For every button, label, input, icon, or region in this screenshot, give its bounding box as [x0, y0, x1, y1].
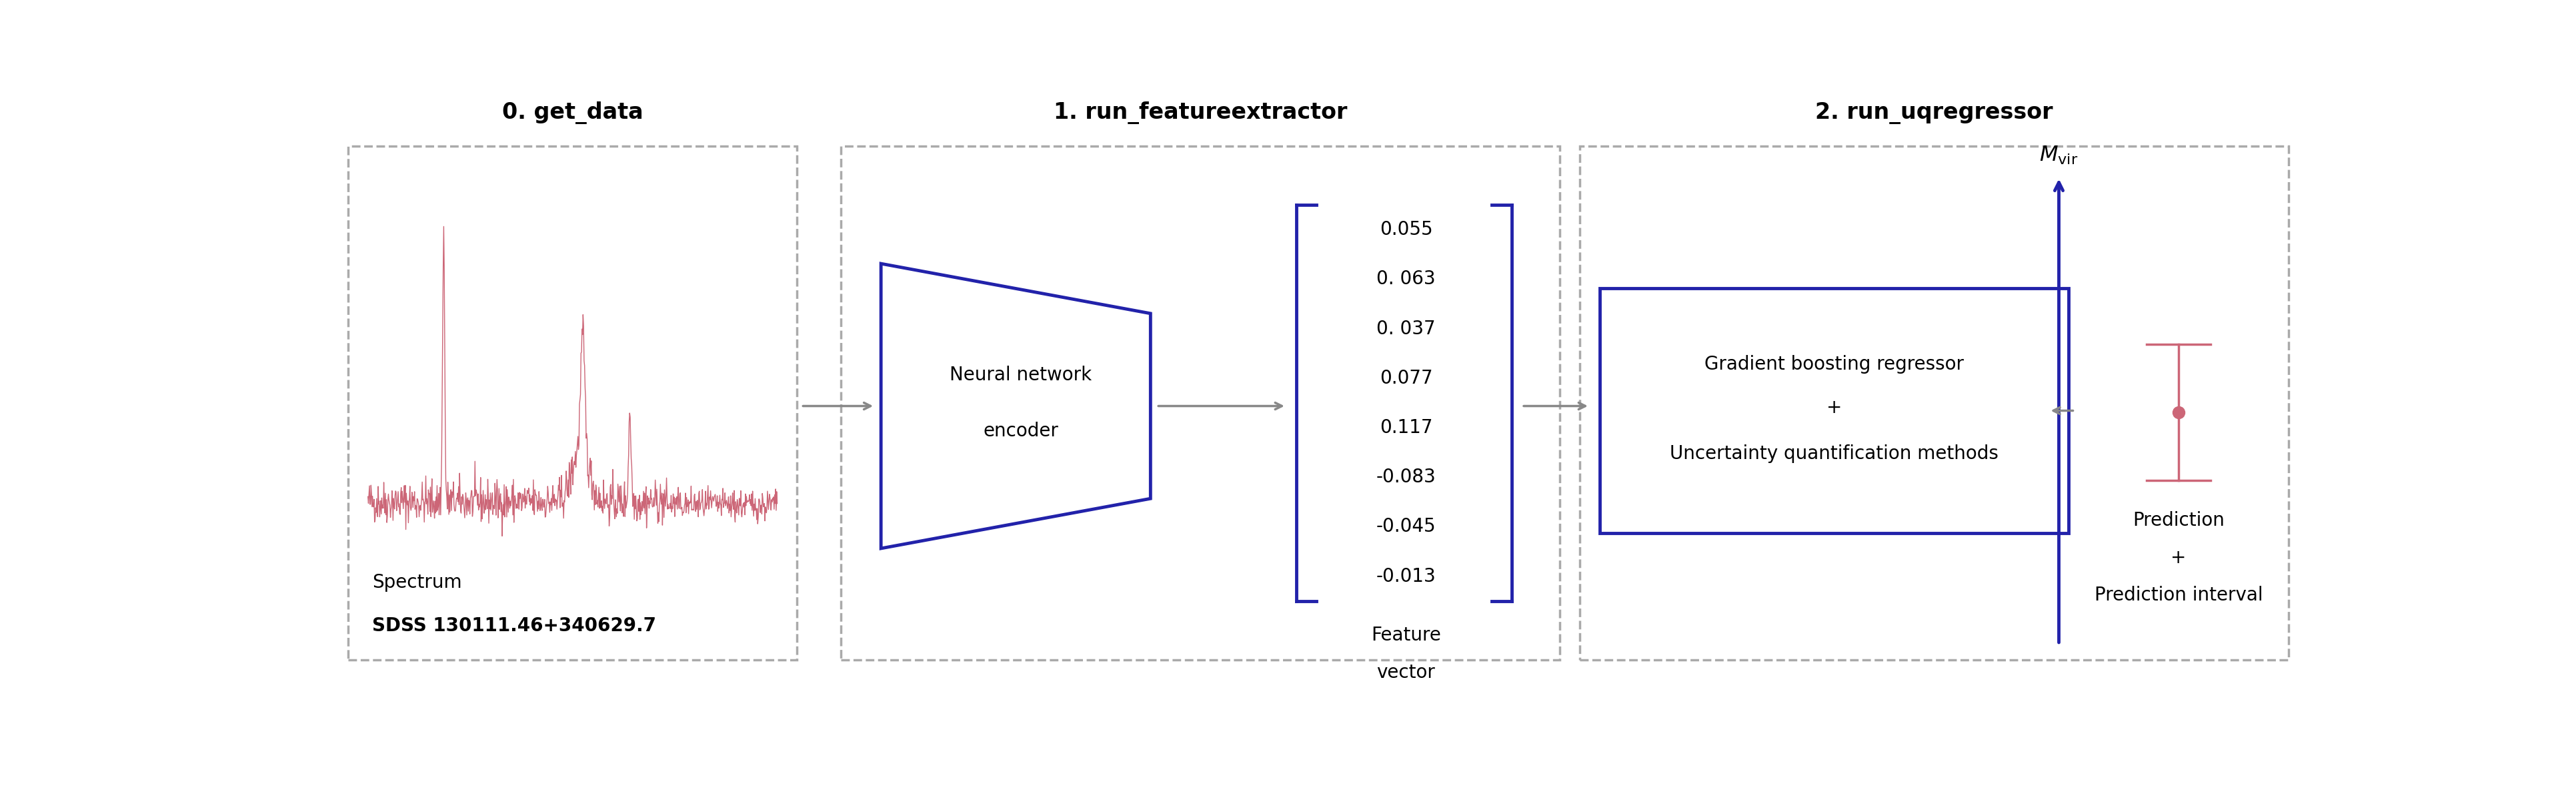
Text: encoder: encoder — [984, 421, 1059, 440]
Bar — [840, 146, 1561, 660]
Bar — [348, 146, 796, 660]
Text: vector: vector — [1376, 663, 1435, 682]
Text: Gradient boosting regressor: Gradient boosting regressor — [1705, 355, 1963, 374]
Bar — [1600, 289, 2069, 533]
Text: -0.083: -0.083 — [1376, 468, 1435, 486]
Text: 0. get_data: 0. get_data — [502, 101, 644, 125]
Text: -0.013: -0.013 — [1376, 567, 1435, 585]
Text: 0.077: 0.077 — [1381, 369, 1432, 388]
Text: 1. run_featureextractor: 1. run_featureextractor — [1054, 101, 1347, 125]
Text: Prediction interval: Prediction interval — [2094, 585, 2262, 605]
Text: Neural network: Neural network — [951, 366, 1092, 384]
Text: Feature: Feature — [1370, 626, 1440, 645]
Text: +: + — [2172, 548, 2187, 567]
Bar — [1579, 146, 2287, 660]
Text: SDSS 130111.46+340629.7: SDSS 130111.46+340629.7 — [371, 617, 657, 635]
Text: +: + — [1826, 398, 1842, 417]
Text: 2. run_uqregressor: 2. run_uqregressor — [1816, 102, 2053, 125]
Text: 0. 037: 0. 037 — [1376, 319, 1435, 338]
Text: Spectrum: Spectrum — [371, 573, 461, 592]
Text: 0.055: 0.055 — [1381, 220, 1432, 239]
Text: 0. 063: 0. 063 — [1376, 270, 1435, 289]
Text: -0.045: -0.045 — [1376, 518, 1435, 536]
Text: Prediction: Prediction — [2133, 511, 2226, 530]
Text: $M_{\rm vir}$: $M_{\rm vir}$ — [2040, 144, 2079, 166]
Text: 0.117: 0.117 — [1381, 418, 1432, 437]
Text: Uncertainty quantification methods: Uncertainty quantification methods — [1669, 445, 1999, 463]
